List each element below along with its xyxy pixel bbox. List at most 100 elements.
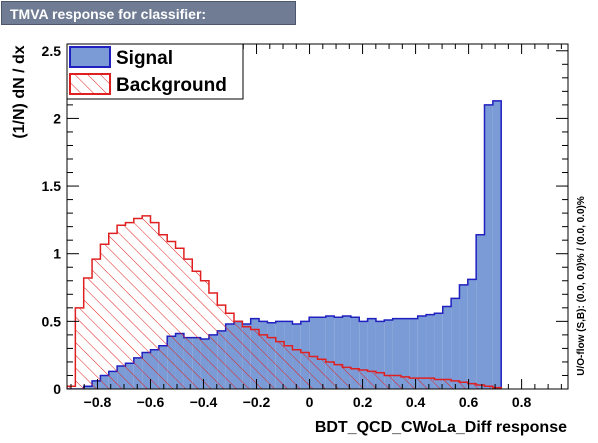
legend: Signal Background [66, 43, 244, 100]
x-tick-label: −0.8 [84, 394, 112, 410]
bar-signal [309, 317, 318, 389]
x-axis-title: BDT_QCD_CWoLa_Diff response [315, 419, 567, 436]
bar-signal [417, 315, 427, 389]
bar-background [317, 359, 326, 389]
bar-background [350, 368, 360, 389]
bar-background [459, 382, 468, 389]
bar-signal [342, 315, 351, 389]
bar-signal [317, 317, 326, 389]
bar-signal [426, 314, 435, 389]
bar-signal [350, 317, 360, 389]
bar-background [292, 349, 301, 389]
bar-background [75, 307, 84, 389]
y-tick-label: 2 [53, 110, 61, 126]
bar-background [467, 383, 477, 389]
chart-title: TMVA response for classifier: BDT_QCD_CW… [10, 6, 207, 46]
x-tick-label: −0.2 [243, 394, 271, 410]
bar-background [192, 271, 201, 389]
legend-swatch-signal [69, 46, 111, 68]
bar-background [300, 352, 310, 389]
bar-signal [325, 315, 335, 389]
bar-background [426, 378, 435, 389]
bar-background [217, 305, 226, 389]
bar-background [384, 375, 393, 389]
overflow-note: U/O-flow (S,B): (0.0, 0.0)% / (0.0, 0.0)… [576, 196, 587, 376]
bar-signal [476, 234, 485, 389]
bar-background [267, 337, 276, 389]
bar-background [200, 280, 209, 389]
bar-signal [442, 306, 452, 389]
bar-background [334, 364, 343, 389]
plot-frame [66, 43, 569, 390]
bar-signal [409, 318, 418, 389]
bar-background [375, 372, 385, 389]
x-tick-label: 0.6 [459, 394, 479, 410]
bar-background [434, 379, 443, 389]
bar-background [342, 367, 351, 389]
bar-background [309, 356, 318, 389]
outline-background [67, 215, 502, 389]
bar-background [359, 370, 368, 389]
bar-signal [375, 321, 385, 389]
bar-signal [459, 284, 468, 389]
bar-signal [359, 321, 368, 389]
bar-signal [484, 104, 493, 389]
bar-background [409, 378, 418, 389]
bar-background [133, 218, 143, 389]
bar-signal [434, 313, 443, 389]
bar-background [183, 259, 193, 389]
bar-background [234, 321, 243, 389]
y-tick-label: 1 [53, 246, 61, 262]
bar-background [175, 248, 184, 389]
x-tick-label: −0.6 [137, 394, 165, 410]
y-tick-label: 0.5 [42, 313, 62, 329]
bar-background [259, 334, 268, 389]
bar-background [417, 378, 427, 389]
bar-background [150, 222, 159, 389]
bar-background [442, 379, 452, 389]
legend-swatch-background [69, 73, 111, 95]
legend-label-background: Background [116, 75, 227, 96]
y-tick-label: 2.5 [42, 43, 62, 59]
bar-background [367, 371, 376, 389]
bar-background [100, 244, 109, 389]
bar-background [484, 386, 493, 389]
x-tick-label: 0.2 [353, 394, 373, 410]
bar-signal [401, 318, 410, 389]
bar-background [208, 292, 218, 389]
y-tick-label: 1.5 [42, 178, 62, 194]
bar-background [225, 313, 234, 389]
bar-signal [392, 318, 401, 389]
bar-background [392, 375, 401, 389]
legend-label-signal: Signal [116, 48, 173, 69]
bar-signal [492, 100, 502, 389]
bar-background [401, 376, 410, 389]
bar-background [275, 341, 285, 389]
bar-signal [334, 317, 343, 389]
bar-background [125, 222, 134, 389]
y-tick-label: 0 [53, 381, 61, 397]
bar-signal [384, 320, 393, 389]
bar-background [142, 215, 151, 389]
bar-background [117, 225, 126, 389]
bar-signal [367, 318, 376, 389]
x-tick-label: −0.4 [190, 394, 218, 410]
bar-background [158, 234, 168, 389]
chart-title-box: TMVA response for classifier: BDT_QCD_CW… [1, 1, 296, 46]
bar-background [250, 329, 260, 389]
x-tick-label: 0.8 [512, 394, 532, 410]
y-axis-title: (1/N) dN / dx [11, 45, 28, 138]
bar-signal [451, 298, 460, 389]
bar-signal [467, 279, 477, 389]
x-tick-label: 0 [306, 394, 314, 410]
bar-background [325, 361, 335, 389]
bar-background [92, 259, 101, 389]
bar-background [108, 233, 118, 389]
bar-background [284, 345, 293, 389]
bar-background [476, 384, 485, 389]
bar-background [167, 241, 176, 389]
series-background [67, 215, 502, 389]
bar-background [242, 326, 251, 389]
bar-background [83, 278, 93, 389]
